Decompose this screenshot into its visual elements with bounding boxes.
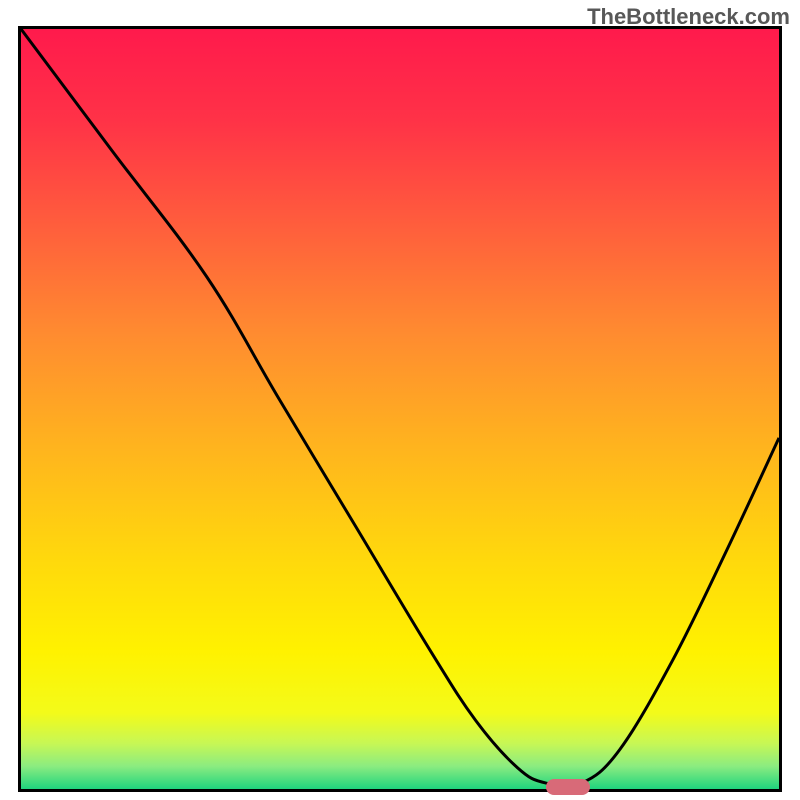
optimal-marker: [546, 779, 590, 795]
curve-layer: [21, 29, 779, 789]
watermark-text: TheBottleneck.com: [587, 4, 790, 30]
bottleneck-curve: [21, 29, 779, 786]
plot-area: [18, 26, 782, 792]
bottleneck-chart: TheBottleneck.com: [0, 0, 800, 800]
